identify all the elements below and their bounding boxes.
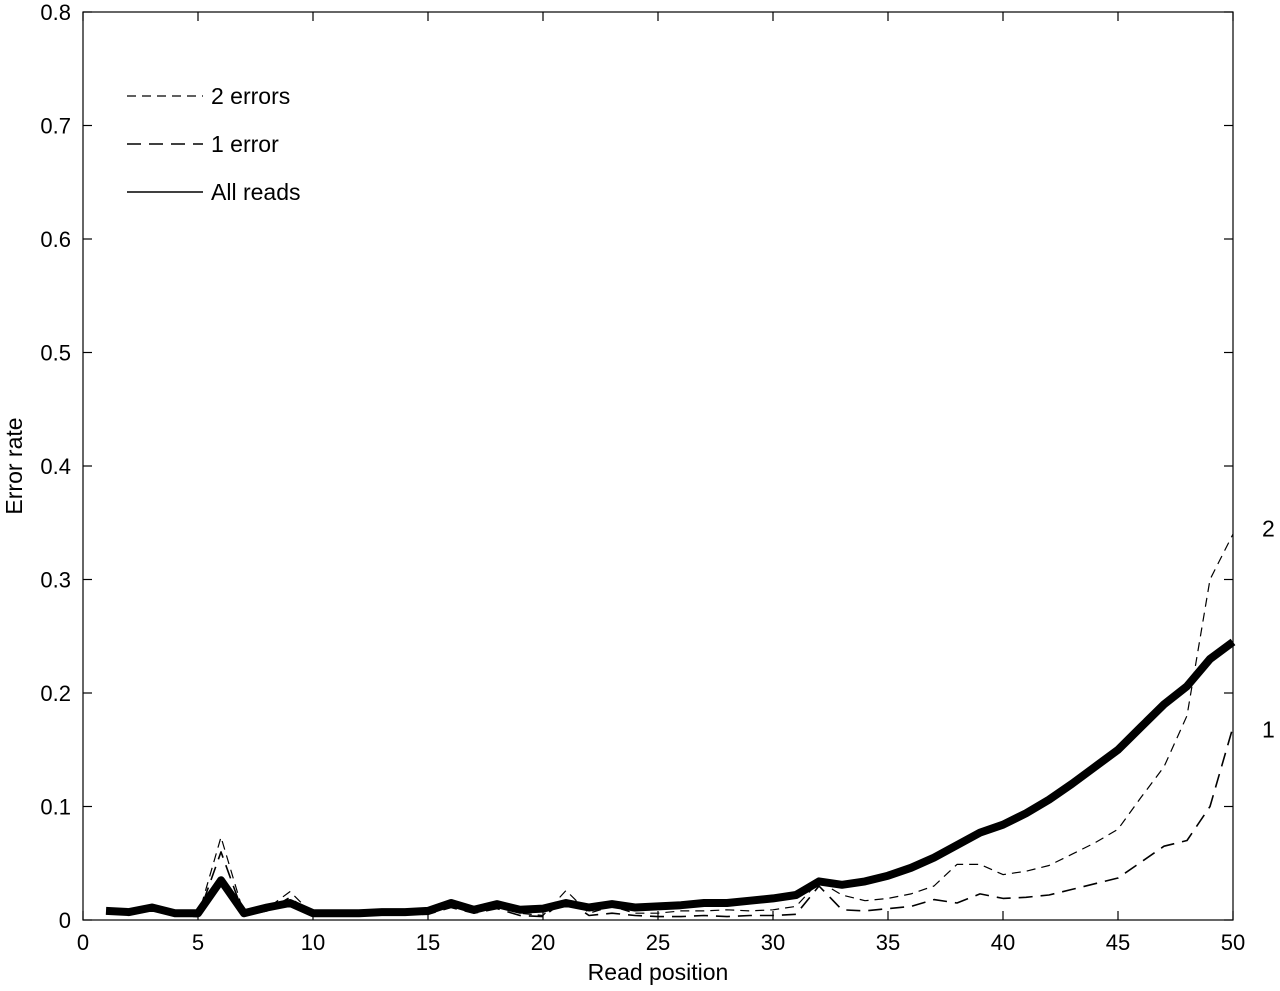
series-line-2-errors (105, 533, 1234, 918)
legend-label: 1 error (211, 131, 279, 157)
legend: 2 errors 1 error All reads (127, 83, 300, 205)
series-line-all-reads (105, 638, 1236, 918)
series-layer (105, 533, 1236, 918)
y-tick-label: 0.3 (40, 568, 71, 593)
legend-label: All reads (211, 179, 300, 205)
y-tick-label: 0.8 (40, 0, 71, 25)
y-tick-label: 0.5 (40, 341, 71, 366)
x-tick-label: 5 (192, 930, 204, 955)
x-tick-label: 10 (301, 930, 325, 955)
series-end-label: 2 (1262, 515, 1275, 541)
plot-area (82, 11, 1234, 921)
x-tick-label: 45 (1106, 930, 1130, 955)
x-tick-label: 40 (991, 930, 1015, 955)
x-tick-label: 50 (1221, 930, 1245, 955)
x-tick-label: 30 (761, 930, 785, 955)
x-axis-label: Read position (588, 959, 729, 985)
x-tick-label: 15 (416, 930, 440, 955)
y-tick-label: 0.2 (40, 681, 71, 706)
x-tick-label: 0 (77, 930, 89, 955)
y-tick-label: 0 (59, 908, 71, 933)
series-line-1-error (105, 726, 1234, 918)
x-tick-label: 25 (646, 930, 670, 955)
y-tick-label: 0.7 (40, 114, 71, 139)
series-end-label: 1 (1262, 716, 1275, 742)
x-tick-label: 35 (876, 930, 900, 955)
y-axis-label: Error rate (1, 417, 27, 514)
y-tick-label: 0.6 (40, 227, 71, 252)
y-tick-label: 0.1 (40, 795, 71, 820)
x-tick-label: 20 (531, 930, 555, 955)
legend-label: 2 errors (211, 83, 290, 109)
y-tick-label: 0.4 (40, 454, 71, 479)
